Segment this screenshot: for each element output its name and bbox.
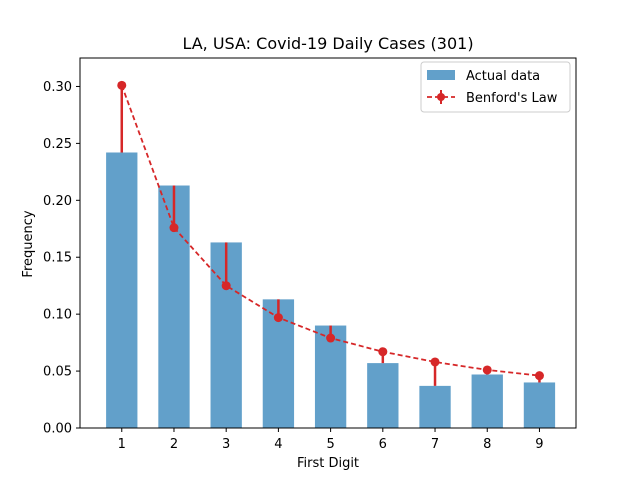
y-tick-label: 0.20 [43,194,72,209]
x-axis-label: First Digit [297,456,359,471]
y-tick-label: 0.30 [43,80,72,95]
x-tick-label: 2 [170,437,178,452]
legend: Actual data Benford's Law [420,61,571,113]
x-tick-label: 4 [274,437,282,452]
benford-point-digit-5 [326,333,336,343]
x-tick-label: 7 [431,437,439,452]
y-tick-label: 0.00 [43,422,72,437]
x-tick-label: 1 [118,437,126,452]
bar-digit-7 [419,385,451,428]
y-axis-label: Frequency [21,210,36,277]
benford-point-digit-7 [430,357,440,367]
y-tick-label: 0.15 [43,251,72,266]
x-tick-label: 9 [535,437,543,452]
legend-label-actual-data: Actual data [466,69,540,84]
x-tick-label: 8 [483,437,491,452]
bar-digit-5 [314,325,347,428]
x-axis-ticks: 1 2 3 4 5 6 7 8 9 [118,428,544,452]
benford-point-digit-4 [273,313,283,323]
benford-point-digit-6 [378,347,388,357]
bar-digit-9 [523,382,556,428]
chart-title: LA, USA: Covid-19 Daily Cases (301) [182,34,473,53]
y-axis-ticks: 0.00 0.05 0.10 0.15 0.20 0.25 0.30 [43,80,80,437]
x-tick-label: 5 [326,437,334,452]
x-tick-label: 6 [379,437,387,452]
plot-frame [79,57,577,429]
y-tick-label: 0.10 [43,308,72,323]
legend-box [420,61,571,113]
x-tick-label: 3 [222,437,230,452]
bar-digit-1 [106,152,138,428]
benford-point-digit-3 [221,281,231,291]
benford-point-digit-1 [117,80,127,90]
legend-label-benfords-law: Benford's Law [466,91,558,106]
y-tick-label: 0.05 [43,365,72,380]
bar-digit-8 [471,374,503,428]
benford-point-digit-8 [482,365,492,375]
benford-markers [117,80,544,381]
bar-digit-6 [367,363,399,428]
benford-point-digit-9 [534,371,544,381]
legend-bar-swatch [427,70,455,80]
y-tick-label: 0.25 [43,137,72,152]
benford-point-digit-2 [169,223,179,233]
legend-marker-swatch [437,93,445,101]
